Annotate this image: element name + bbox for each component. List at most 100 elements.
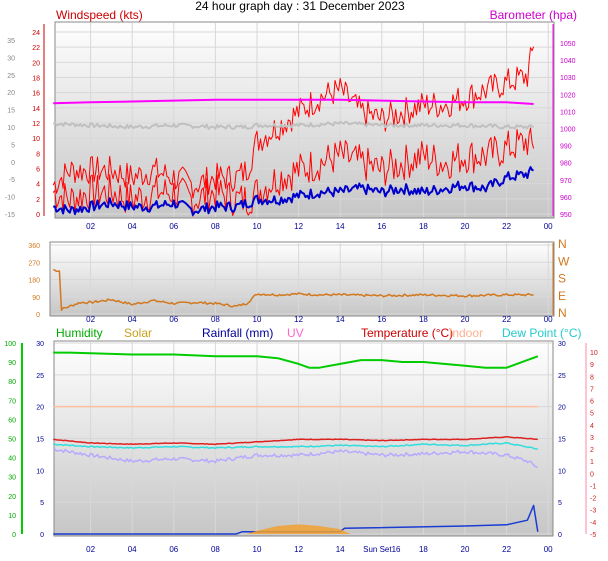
grey-axis-tick-label: 10 [7, 125, 15, 132]
temperature-tick-label: 8 [590, 374, 594, 381]
temp-x-tick-label: 02 [86, 545, 95, 554]
temperature-tick-label: -1 [590, 483, 596, 490]
barometer-tick-label: 1050 [560, 41, 576, 48]
direction-tick-label: 360 [28, 243, 40, 250]
grey-axis-tick-label: -15 [5, 212, 15, 219]
humidity-line [53, 351, 539, 369]
legend-uv: UV [287, 326, 304, 340]
windspeed-tick-label: 22 [32, 45, 40, 52]
windspeed-tick-label: 16 [32, 91, 40, 98]
temp-x-tick-label: 08 [211, 545, 220, 554]
wind-x-tick-label: 18 [419, 222, 428, 231]
rainfall-tick-label: 5 [40, 500, 44, 507]
windspeed-tick-label: 0 [36, 212, 40, 219]
windspeed-tick-label: 10 [32, 136, 40, 143]
rainfall-line [53, 504, 539, 535]
windspeed-tick-label: 6 [36, 167, 40, 174]
grey-axis-tick-label: 5 [11, 142, 15, 149]
windspeed-tick-label: 4 [36, 182, 40, 189]
temperature-tick-label: -2 [590, 496, 596, 503]
grey-axis-tick-label: 25 [7, 73, 15, 80]
wind-x-tick-label: 04 [128, 222, 137, 231]
temp-x-tick-label: 10 [253, 545, 262, 554]
direction-x-tick-label: 06 [169, 315, 178, 324]
grey-axis-tick-label: 35 [7, 38, 15, 45]
temperature-tick-label: -4 [590, 520, 596, 527]
compass-tick-label: N [558, 237, 567, 251]
direction-x-tick-label: 02 [86, 315, 95, 324]
temp-x-tick-label: 22 [502, 545, 511, 554]
legend-dewpoint: Dew Point (°C) [502, 326, 581, 340]
direction-x-tick-label: 12 [294, 315, 303, 324]
temp-x-tick-label: 18 [419, 545, 428, 554]
legend-humidity: Humidity [56, 326, 103, 340]
humidity-tick-label: 60 [8, 417, 16, 424]
temp-x-tick-label: 12 [294, 545, 303, 554]
temperature-tick-label: 1 [590, 459, 594, 466]
grey-axis-tick-label: -10 [5, 195, 15, 202]
temperature-panel: Humidity Solar Rainfall (mm) UV Temperat… [4, 326, 598, 554]
temperature-line [53, 436, 538, 446]
humidity-tick-label: 80 [8, 379, 16, 386]
page-title: 24 hour graph day : 31 December 2023 [195, 0, 405, 13]
direction-x-tick-label: 00 [544, 315, 553, 324]
right-tick-label: 5 [558, 500, 562, 507]
legend-solar: Solar [124, 326, 152, 340]
barometer-line [53, 98, 534, 105]
temperature-tick-label: 9 [590, 362, 594, 369]
windspeed-tick-label: 24 [32, 30, 40, 37]
barometer-tick-label: 1020 [560, 92, 576, 99]
right-tick-label: 25 [558, 373, 566, 380]
grey-axis-tick-label: 20 [7, 90, 15, 97]
windspeed-tick-label: 20 [32, 60, 40, 67]
barometer-tick-label: 960 [560, 195, 572, 202]
dewpoint-line [53, 442, 538, 450]
direction-x-tick-label: 20 [461, 315, 470, 324]
temperature-tick-label: -3 [590, 508, 596, 515]
temperature-tick-label: 4 [590, 423, 594, 430]
barometer-tick-label: 950 [560, 212, 572, 219]
wind-x-tick-label: 08 [211, 222, 220, 231]
windspeed-tick-label: 2 [36, 197, 40, 204]
compass-tick-label: N [558, 306, 567, 320]
windspeed-tick-label: 12 [32, 121, 40, 128]
barometer-tick-label: 1040 [560, 58, 576, 65]
humidity-tick-label: 10 [8, 513, 16, 520]
rainfall-tick-label: 15 [36, 437, 44, 444]
barometer-tick-label: 990 [560, 144, 572, 151]
legend-indoor: Indoor [449, 326, 483, 340]
direction-x-tick-label: 22 [502, 315, 511, 324]
temp-x-tick-label: 00 [544, 545, 553, 554]
gust-line [52, 127, 535, 217]
temperature-tick-label: 5 [590, 411, 594, 418]
humidity-tick-label: 70 [8, 398, 16, 405]
temp-x-tick-label: Sun Set16 [363, 545, 401, 554]
direction-tick-label: 90 [32, 295, 40, 302]
rainfall-tick-label: 25 [36, 373, 44, 380]
barometer-tick-label: 980 [560, 161, 572, 168]
right-tick-label: 30 [558, 341, 566, 348]
right-tick-label: 10 [558, 468, 566, 475]
humidity-tick-label: 0 [12, 532, 16, 539]
windspeed-tick-label: 14 [32, 106, 40, 113]
temperature-tick-label: -5 [590, 532, 596, 539]
temp-x-tick-label: 06 [169, 545, 178, 554]
humidity-tick-label: 50 [8, 437, 16, 444]
wind-x-tick-label: 20 [461, 222, 470, 231]
direction-x-tick-label: 08 [211, 315, 220, 324]
barometer-tick-label: 1030 [560, 75, 576, 82]
barometer-axis-title: Barometer (hpa) [490, 8, 577, 22]
windspeed-tick-label: 8 [36, 151, 40, 158]
windspeed-tick-label: 18 [32, 76, 40, 83]
feels-like-line [53, 448, 538, 469]
compass-tick-label: E [558, 289, 566, 303]
temperature-tick-label: 3 [590, 435, 594, 442]
barometer-tick-label: 1010 [560, 109, 576, 116]
legend-rainfall: Rainfall (mm) [202, 326, 273, 340]
compass-tick-label: S [558, 272, 566, 286]
grey-axis-tick-label: 30 [7, 55, 15, 62]
wind-panel-bg [54, 21, 555, 219]
gust-peak-line [52, 46, 535, 199]
wind-x-tick-label: 06 [169, 222, 178, 231]
